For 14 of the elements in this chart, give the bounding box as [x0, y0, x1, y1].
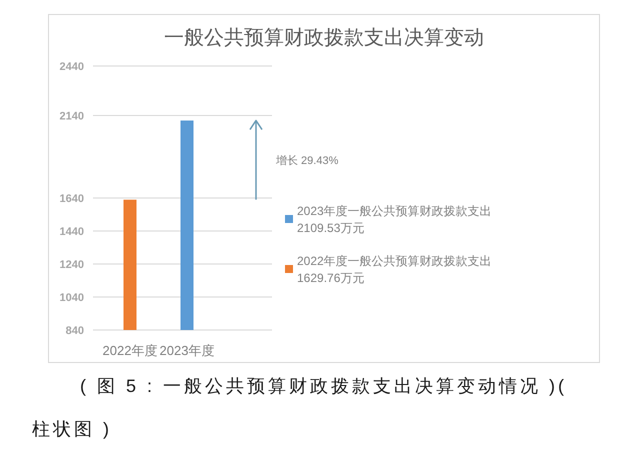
legend-label: 2022年度一般公共预算财政拨款支出1629.76万元: [297, 254, 492, 285]
y-tick-label: 2140: [60, 110, 84, 122]
y-tick-label: 840: [66, 325, 84, 337]
x-tick-label: 2022年度: [102, 343, 158, 358]
text: 增长 29.43%: [275, 154, 339, 168]
text: ( 图 5 : 一般公共预算财政拨款支出决算变动情况 )( 柱状图 ): [32, 376, 567, 439]
y-tick-label: 2440: [60, 61, 84, 73]
x-tick-label: 2023年度: [160, 343, 214, 358]
y-tick-label: 1640: [60, 193, 84, 205]
text: 一般公共预算财政拨款支出决算变动: [164, 27, 484, 49]
legend-label: 2023年度一般公共预算财政拨款支出2109.53万元: [297, 204, 492, 235]
y-tick-label: 1240: [60, 259, 84, 271]
y-tick-label: 1440: [60, 226, 84, 238]
y-tick-label: 1040: [60, 292, 84, 304]
